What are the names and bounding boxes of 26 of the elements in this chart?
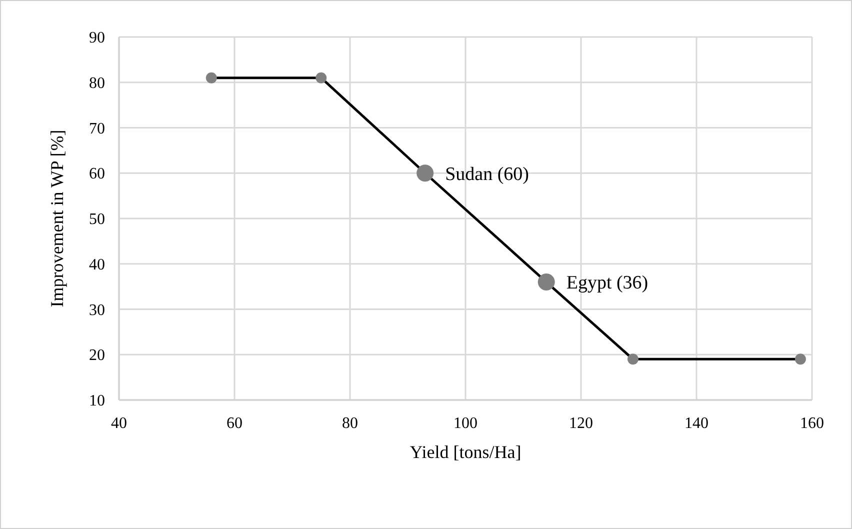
x-tick-label: 160 [800, 415, 824, 432]
y-tick-label: 70 [89, 120, 105, 138]
x-tick-label: 40 [111, 415, 127, 432]
y-tick-label: 50 [89, 211, 105, 228]
x-tick-label: 80 [342, 415, 358, 432]
y-tick-label: 30 [89, 302, 105, 319]
x-axis-title: Yield [tons/Ha] [410, 442, 522, 462]
y-tick-label: 10 [89, 392, 105, 410]
x-tick-label: 60 [226, 415, 242, 432]
point [416, 164, 434, 182]
x-tick-label: 100 [454, 415, 478, 432]
y-tick-label: 20 [89, 347, 105, 364]
point [794, 354, 806, 365]
y-tick-label: 40 [89, 256, 105, 274]
annotation: Egypt (36) [566, 272, 648, 294]
x-tick-label: 140 [684, 415, 708, 432]
y-tick-label: 60 [89, 166, 105, 183]
point [538, 274, 555, 291]
x-tick-label: 120 [569, 415, 593, 432]
point [206, 72, 217, 84]
y-tick-label: 90 [89, 30, 105, 47]
point [627, 354, 638, 365]
annotation: Sudan (60) [445, 164, 529, 185]
y-tick-label: 80 [89, 74, 105, 92]
point [316, 72, 327, 84]
y-axis-title: Improvement in WP [%] [47, 130, 67, 308]
